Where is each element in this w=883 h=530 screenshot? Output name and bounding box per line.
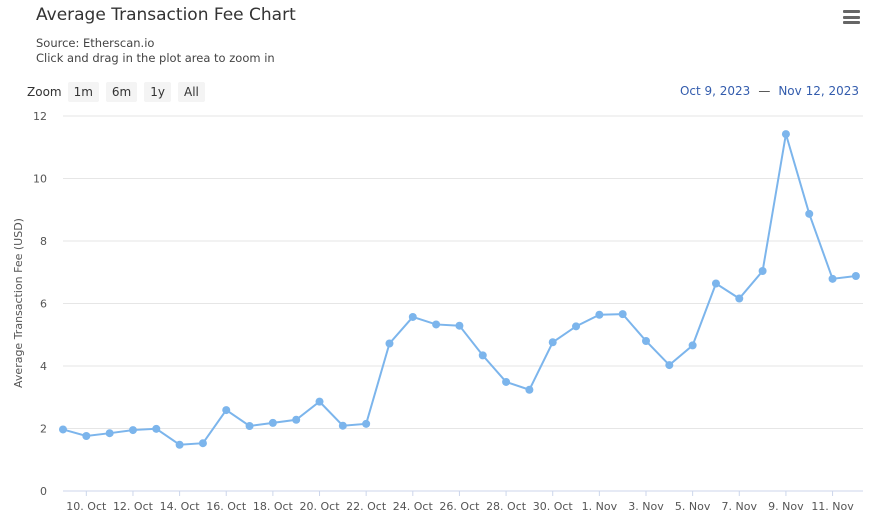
- data-point[interactable]: [222, 406, 231, 415]
- data-point[interactable]: [688, 341, 697, 350]
- data-point[interactable]: [362, 419, 371, 428]
- data-point[interactable]: [455, 321, 464, 330]
- x-tick-label: 26. Oct: [439, 500, 480, 513]
- y-tick-label: 12: [33, 110, 47, 123]
- x-tick-label: 11. Nov: [811, 500, 854, 513]
- series-line: [62, 133, 856, 446]
- data-point[interactable]: [525, 385, 534, 394]
- data-point[interactable]: [175, 440, 184, 449]
- data-point[interactable]: [548, 338, 557, 347]
- x-tick-label: 28. Oct: [486, 500, 527, 513]
- x-axis-ticks: 10. Oct 12. Oct 14. Oct 16. Oct 18. Oct 20. O…: [66, 491, 854, 513]
- x-tick-label: 20. Oct: [300, 500, 341, 513]
- data-point[interactable]: [385, 339, 394, 348]
- x-tick-label: 5. Nov: [675, 500, 711, 513]
- x-tick-label: 18. Oct: [253, 500, 294, 513]
- data-point[interactable]: [595, 310, 604, 319]
- x-tick-label: 24. Oct: [393, 500, 434, 513]
- x-tick-label: 1. Nov: [582, 500, 618, 513]
- y-axis-ticks: 0 2 4 6 8 10 12: [33, 110, 47, 498]
- series-points: [59, 130, 860, 449]
- y-tick-label: 2: [40, 423, 47, 436]
- data-point[interactable]: [268, 418, 277, 427]
- y-tick-label: 0: [40, 485, 47, 498]
- data-point[interactable]: [851, 272, 860, 280]
- data-point[interactable]: [198, 439, 207, 448]
- chart-subtitle: Source: Etherscan.io Click and drag in t…: [36, 36, 275, 65]
- date-range: Oct 9, 2023 — Nov 12, 2023: [680, 84, 859, 98]
- range-separator: —: [758, 84, 771, 98]
- y-axis-title: Average Transaction Fee (USD): [12, 218, 25, 388]
- x-tick-label: 7. Nov: [722, 500, 758, 513]
- data-point[interactable]: [315, 397, 324, 406]
- zoom-bar: Zoom 1m 6m 1y All: [27, 82, 212, 102]
- hamburger-menu-icon[interactable]: [843, 10, 860, 24]
- data-point[interactable]: [338, 421, 347, 430]
- y-tick-label: 6: [40, 298, 47, 311]
- range-from[interactable]: Oct 9, 2023: [679, 84, 751, 98]
- zoom-hint-text: Click and drag in the plot area to zoom …: [36, 50, 275, 65]
- data-point[interactable]: [805, 209, 814, 218]
- zoom-6m-button[interactable]: 6m: [105, 82, 138, 102]
- zoom-label: Zoom: [27, 85, 62, 99]
- data-point[interactable]: [432, 320, 441, 329]
- data-point[interactable]: [828, 274, 837, 283]
- zoom-1m-button[interactable]: 1m: [67, 82, 99, 102]
- data-point[interactable]: [618, 310, 627, 319]
- data-point[interactable]: [478, 351, 487, 360]
- data-point[interactable]: [758, 267, 767, 275]
- x-tick-label: 30. Oct: [533, 500, 574, 513]
- data-point[interactable]: [152, 424, 161, 433]
- data-point[interactable]: [642, 337, 650, 345]
- data-point[interactable]: [735, 294, 744, 303]
- x-tick-label: 10. Oct: [66, 500, 107, 513]
- x-tick-label: 12. Oct: [113, 500, 154, 513]
- data-point[interactable]: [128, 426, 137, 435]
- range-to[interactable]: Nov 12, 2023: [778, 84, 859, 98]
- chart-title: Average Transaction Fee Chart: [36, 5, 296, 25]
- data-point[interactable]: [245, 422, 254, 430]
- data-point[interactable]: [408, 312, 417, 321]
- x-tick-label: 22. Oct: [346, 500, 387, 513]
- source-text: Source: Etherscan.io: [36, 36, 155, 50]
- data-point[interactable]: [105, 429, 114, 438]
- y-tick-label: 4: [40, 360, 47, 373]
- y-tick-label: 8: [40, 235, 47, 248]
- data-point[interactable]: [82, 432, 91, 440]
- x-tick-label: 3. Nov: [628, 500, 664, 513]
- data-point[interactable]: [665, 361, 674, 370]
- y-tick-label: 10: [33, 173, 47, 186]
- zoom-1y-button[interactable]: 1y: [144, 82, 171, 102]
- data-point[interactable]: [292, 415, 301, 424]
- data-point[interactable]: [781, 130, 790, 139]
- data-point[interactable]: [572, 322, 581, 331]
- x-tick-label: 16. Oct: [206, 500, 247, 513]
- x-tick-label: 14. Oct: [160, 500, 201, 513]
- zoom-all-button[interactable]: All: [178, 82, 205, 102]
- data-point[interactable]: [502, 377, 511, 386]
- data-point[interactable]: [711, 279, 720, 288]
- x-tick-label: 9. Nov: [768, 500, 804, 513]
- data-point[interactable]: [59, 425, 67, 434]
- grid-lines: [63, 115, 863, 492]
